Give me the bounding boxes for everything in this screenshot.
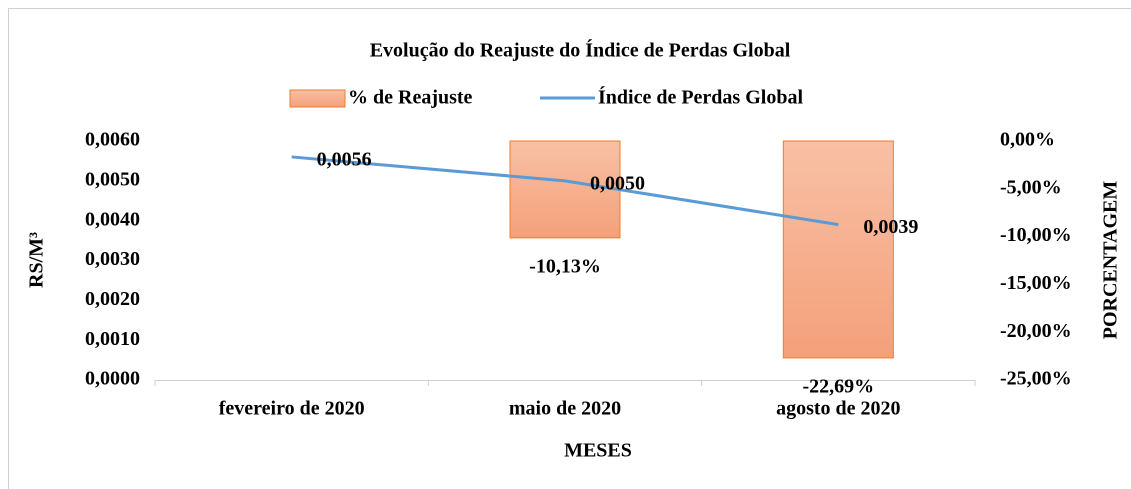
legend-label: % de Reajuste: [348, 87, 473, 109]
legend-swatch: [289, 89, 346, 108]
y-tick-label: 0,0050: [85, 168, 140, 190]
data-label: 0,0056: [317, 149, 372, 171]
y2-tick-label: -5,00%: [1000, 176, 1062, 198]
y-tick-label: 0,0010: [85, 328, 140, 350]
x-axis-label: MESES: [564, 440, 632, 462]
y-tick-label: 0,0000: [85, 368, 140, 390]
y-tick-label: 0,0020: [85, 288, 140, 310]
chart-title: Evolução do Reajuste do Índice de Perdas…: [370, 39, 791, 62]
y2-axis-label: PORCENTAGEM: [1100, 181, 1122, 340]
x-tick-label: maio de 2020: [509, 398, 621, 420]
y-axis-label: RS/M³: [26, 232, 48, 288]
y2-tick-label: -20,00%: [1000, 320, 1072, 342]
data-label: 0,0039: [863, 216, 918, 238]
y-tick-label: 0,0060: [85, 129, 140, 151]
data-label: -10,13%: [529, 255, 601, 277]
y-tick-label: 0,0040: [85, 208, 140, 230]
chart-frame: [8, 8, 1131, 489]
x-tick-label: agosto de 2020: [776, 398, 900, 420]
line: [291, 155, 839, 227]
bar: [509, 140, 621, 239]
y-tick-label: 0,0030: [85, 248, 140, 270]
y2-tick-label: 0,00%: [1000, 129, 1055, 151]
y2-tick-label: -25,00%: [1000, 368, 1072, 390]
data-label: 0,0050: [590, 172, 645, 194]
x-tick-label: fevereiro de 2020: [219, 398, 365, 420]
data-label: -22,69%: [802, 376, 874, 398]
y2-tick-label: -10,00%: [1000, 224, 1072, 246]
bar: [782, 140, 894, 359]
y2-tick-label: -15,00%: [1000, 272, 1072, 294]
legend-label: Índice de Perdas Global: [598, 86, 803, 109]
